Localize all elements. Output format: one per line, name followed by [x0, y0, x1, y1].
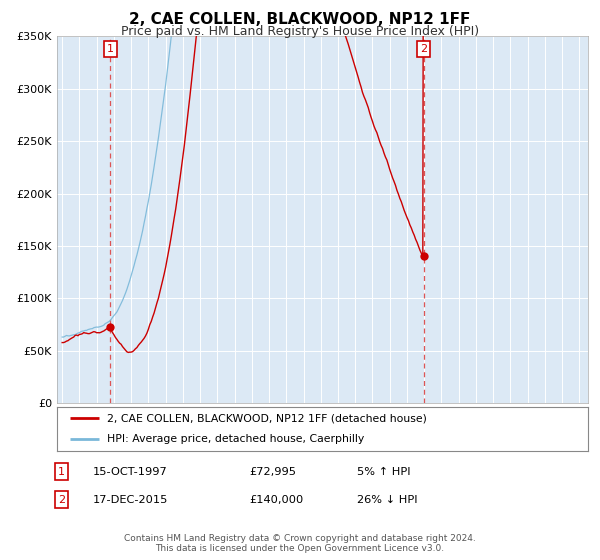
Text: 26% ↓ HPI: 26% ↓ HPI [357, 494, 418, 505]
Text: 17-DEC-2015: 17-DEC-2015 [93, 494, 169, 505]
Text: £140,000: £140,000 [249, 494, 303, 505]
Text: 15-OCT-1997: 15-OCT-1997 [93, 466, 168, 477]
Text: 2: 2 [58, 494, 65, 505]
Text: £72,995: £72,995 [249, 466, 296, 477]
Text: 1: 1 [107, 44, 114, 54]
Text: Contains HM Land Registry data © Crown copyright and database right 2024.: Contains HM Land Registry data © Crown c… [124, 534, 476, 543]
Text: 2, CAE COLLEN, BLACKWOOD, NP12 1FF (detached house): 2, CAE COLLEN, BLACKWOOD, NP12 1FF (deta… [107, 413, 427, 423]
Text: 2, CAE COLLEN, BLACKWOOD, NP12 1FF: 2, CAE COLLEN, BLACKWOOD, NP12 1FF [130, 12, 470, 27]
Text: Price paid vs. HM Land Registry's House Price Index (HPI): Price paid vs. HM Land Registry's House … [121, 25, 479, 38]
Text: 5% ↑ HPI: 5% ↑ HPI [357, 466, 410, 477]
Text: 2: 2 [420, 44, 427, 54]
Text: This data is licensed under the Open Government Licence v3.0.: This data is licensed under the Open Gov… [155, 544, 445, 553]
Text: HPI: Average price, detached house, Caerphilly: HPI: Average price, detached house, Caer… [107, 435, 365, 445]
Text: 1: 1 [58, 466, 65, 477]
